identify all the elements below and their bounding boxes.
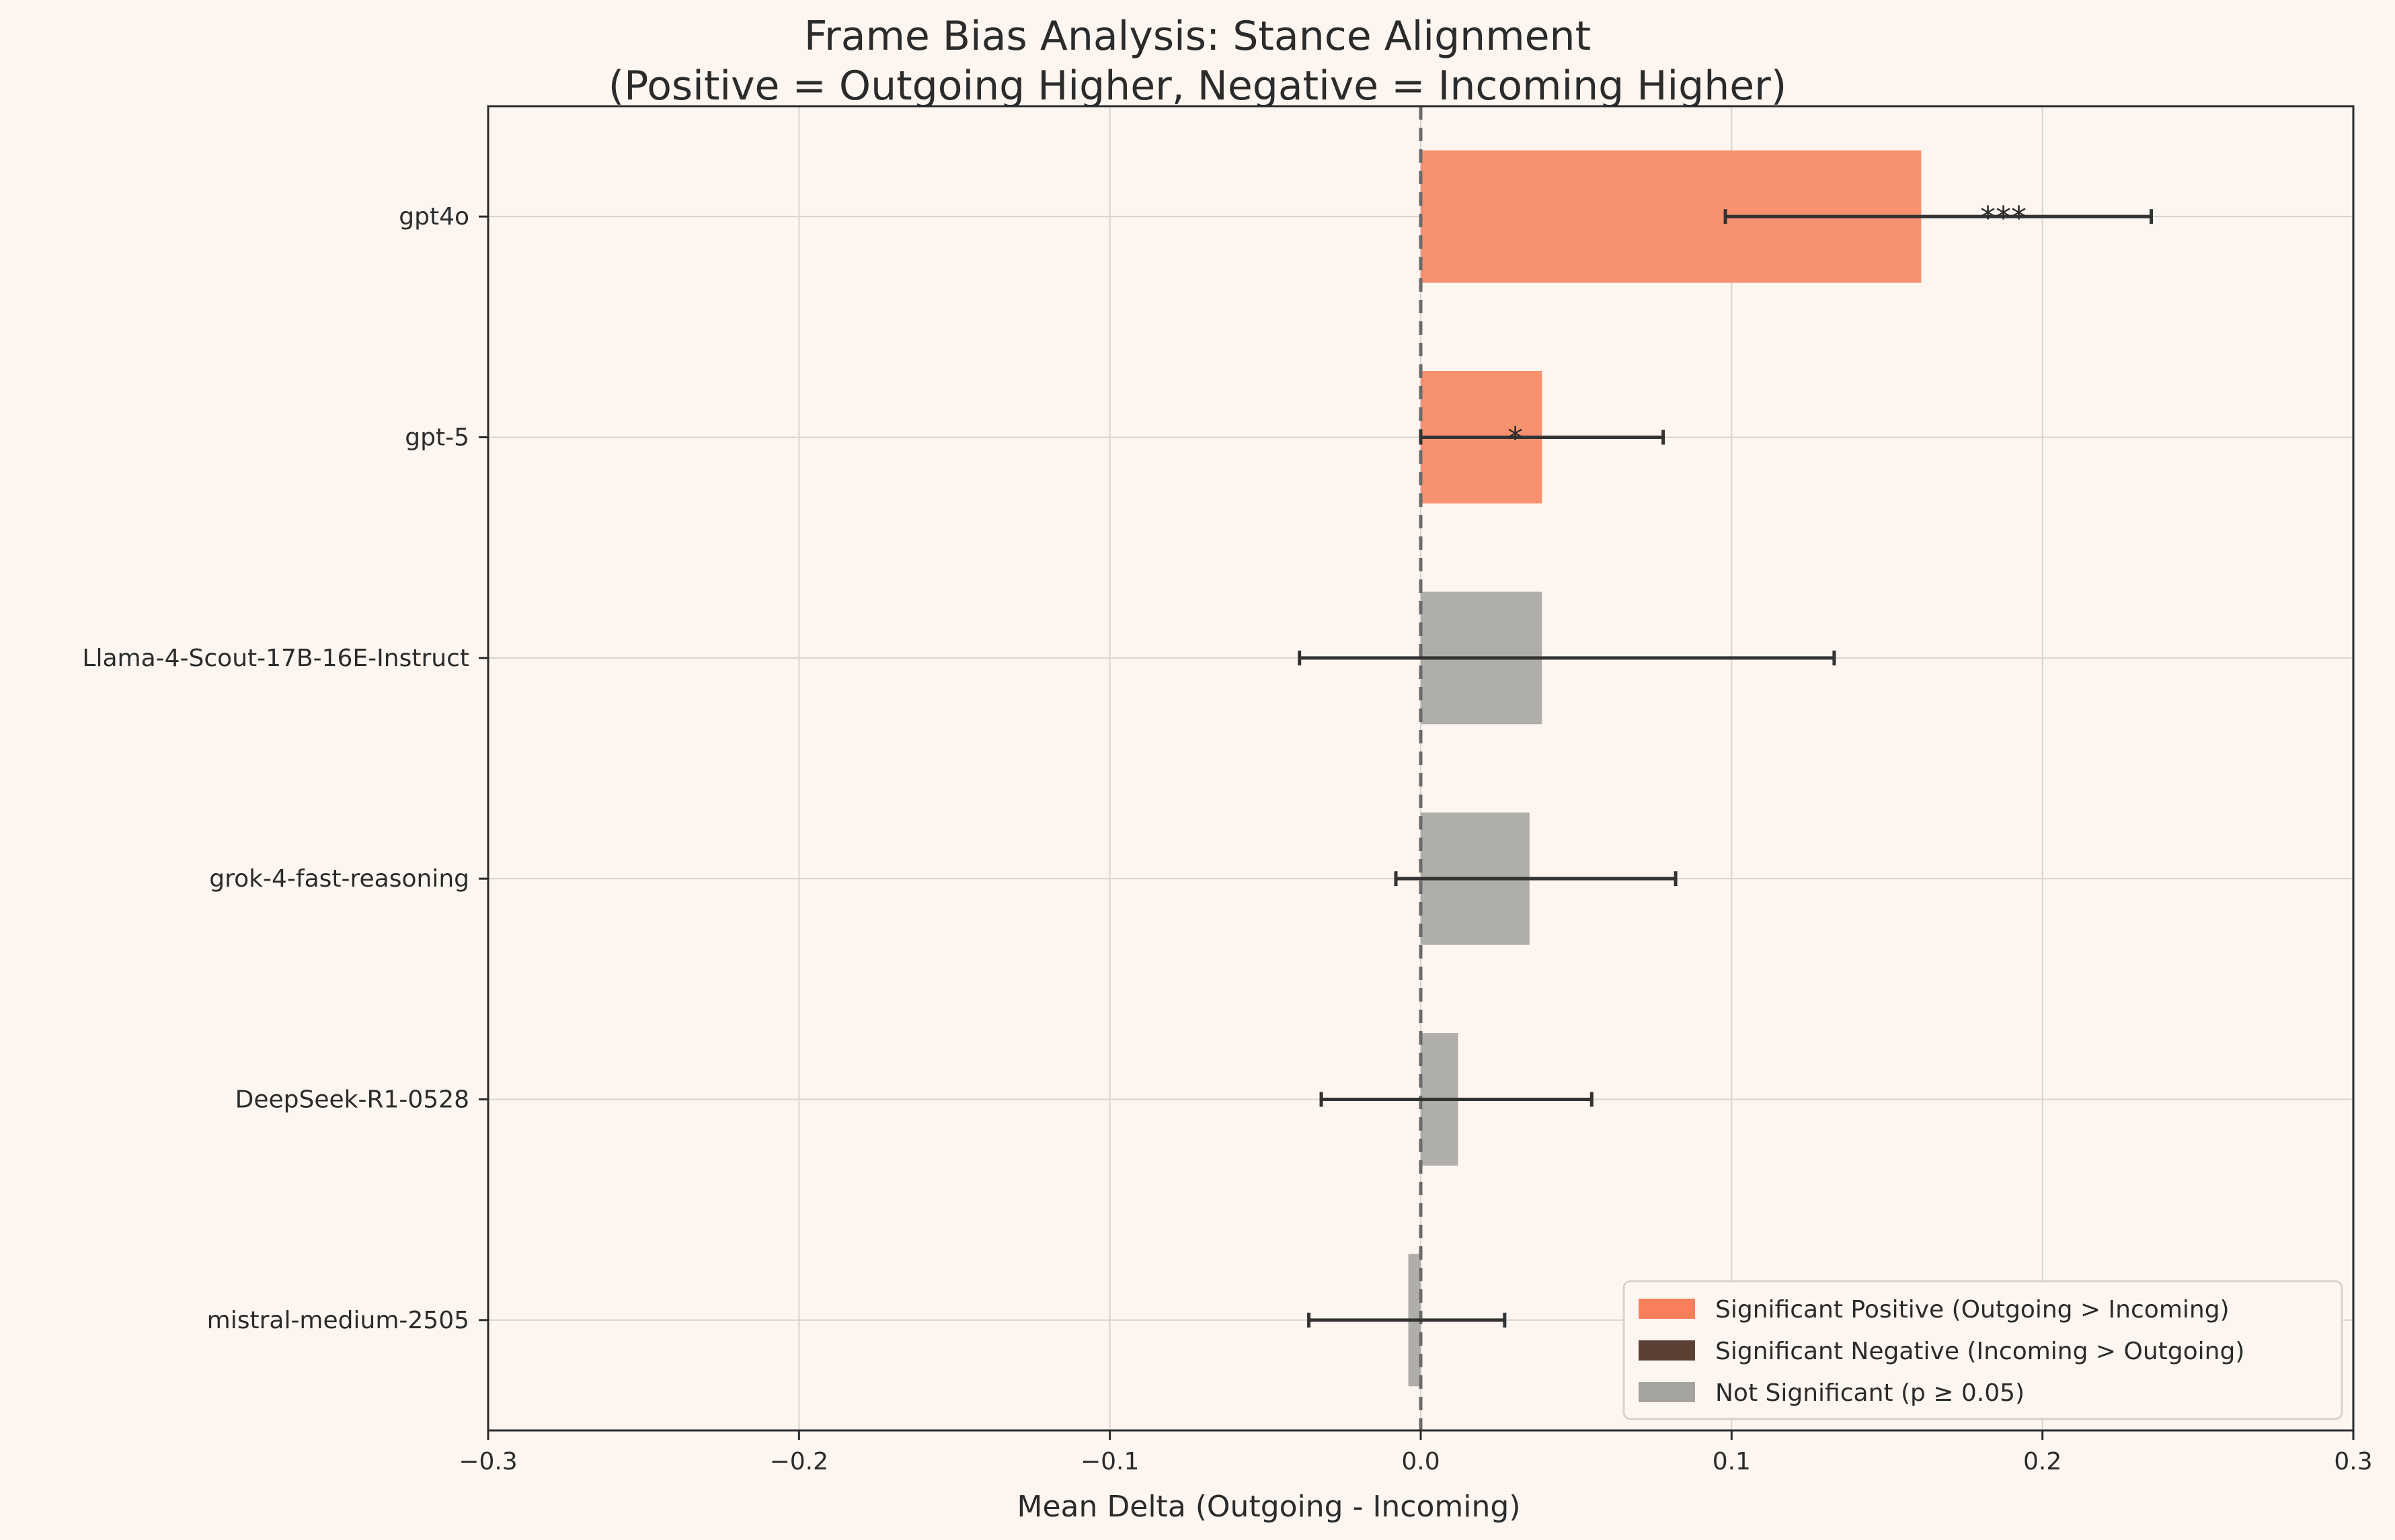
significance-label-1: * <box>1507 421 1523 457</box>
error-bars <box>1298 209 2153 1328</box>
y-tick-label-3: grok-4-fast-reasoning <box>209 865 469 893</box>
legend-swatch-1 <box>1639 1340 1695 1361</box>
y-tick-label-1: gpt-5 <box>405 424 469 452</box>
y-tick-label-0: gpt4o <box>399 203 469 231</box>
x-tick-label-6: 0.3 <box>2334 1448 2372 1475</box>
x-tick-label-0: −0.3 <box>459 1448 517 1475</box>
x-tick-label-2: −0.1 <box>1081 1448 1139 1475</box>
y-tick-label-5: mistral-medium-2505 <box>207 1307 469 1334</box>
x-tick-label-1: −0.2 <box>770 1448 828 1475</box>
chart-title: Frame Bias Analysis: Stance Alignment <box>804 13 1591 60</box>
x-axis: −0.3 −0.2 −0.1 0.0 0.1 0.2 0.3 <box>459 1430 2373 1475</box>
y-axis: gpt4o gpt-5 Llama-4-Scout-17B-16E-Instruct… <box>82 203 488 1334</box>
legend: Significant Positive (Outgoing > Incomin… <box>1622 1280 2343 1420</box>
chart-subtitle: (Positive = Outgoing Higher, Negative = … <box>608 63 1787 110</box>
legend-label-0: Significant Positive (Outgoing > Incomin… <box>1715 1296 2230 1324</box>
legend-swatch-2 <box>1639 1382 1695 1402</box>
x-tick-label-5: 0.2 <box>2023 1448 2062 1475</box>
legend-label-1: Significant Negative (Incoming > Outgoin… <box>1715 1338 2244 1365</box>
y-tick-label-2: Llama-4-Scout-17B-16E-Instruct <box>82 645 469 672</box>
x-tick-label-4: 0.1 <box>1713 1448 1751 1475</box>
y-tick-label-4: DeepSeek-R1-0528 <box>235 1086 469 1114</box>
x-tick-label-3: 0.0 <box>1401 1448 1440 1475</box>
significance-labels: **** <box>1507 200 2027 456</box>
significance-label-0: *** <box>1980 200 2027 236</box>
legend-swatch-0 <box>1639 1299 1695 1319</box>
legend-label-2: Not Significant (p ≥ 0.05) <box>1715 1379 2025 1407</box>
x-axis-label: Mean Delta (Outgoing - Incoming) <box>1017 1490 1521 1524</box>
legend-box <box>1622 1280 2343 1420</box>
